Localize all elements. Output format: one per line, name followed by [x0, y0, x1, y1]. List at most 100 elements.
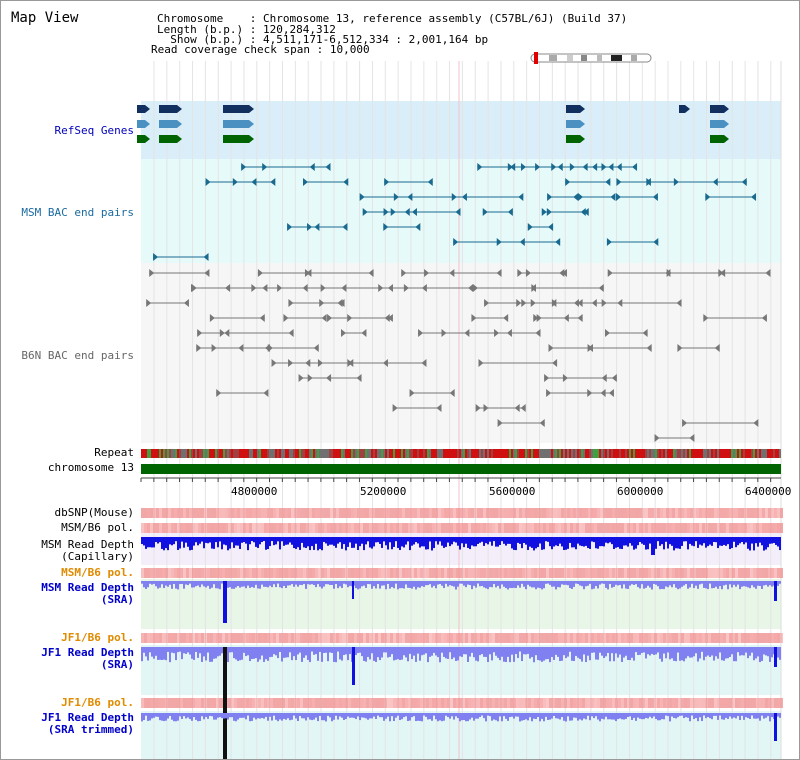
pol-segment	[564, 568, 567, 578]
pol-segment	[348, 633, 351, 643]
depth-bar	[609, 581, 611, 584]
pol-segment	[207, 633, 210, 643]
track-label-msm-b6-pol-2[interactable]: MSM/B6 pol.	[61, 566, 134, 579]
depth-bar	[667, 537, 669, 549]
pol-segment	[186, 698, 189, 708]
depth-bar	[203, 713, 205, 720]
track-label-dbsnp[interactable]: dbSNP(Mouse)	[54, 506, 134, 519]
pol-segment	[513, 633, 516, 643]
depth-bar	[717, 581, 719, 589]
depth-bar	[209, 713, 211, 716]
track-label-msm-b6-pol[interactable]: MSM/B6 pol.	[61, 521, 134, 534]
pol-segment	[720, 633, 723, 643]
ideogram-band	[597, 55, 602, 61]
pol-segment	[600, 568, 603, 578]
pol-segment	[498, 508, 501, 518]
repeat-segment	[485, 449, 487, 458]
repeat-segment	[577, 449, 579, 458]
track-label-jf1-b6-pol-2[interactable]: JF1/B6 pol.	[61, 696, 134, 709]
track-label-msm-bac[interactable]: MSM BAC end pairs	[21, 206, 134, 219]
pol-segment	[369, 508, 372, 518]
pol-segment	[180, 508, 183, 518]
depth-bar	[235, 713, 237, 722]
pol-segment	[444, 523, 447, 533]
pol-segment	[753, 633, 756, 643]
repeat-segment	[161, 449, 163, 458]
depth-bar	[469, 581, 471, 586]
repeat-segment	[761, 449, 763, 458]
pol-segment	[237, 508, 240, 518]
pol-segment	[168, 523, 171, 533]
depth-bar	[427, 581, 429, 586]
track-label-msm-depth-sra[interactable]: MSM Read Depth	[41, 581, 134, 594]
pol-segment	[423, 523, 426, 533]
bac-end-marker	[607, 269, 613, 277]
pol-segment	[354, 698, 357, 708]
pol-segment	[480, 633, 483, 643]
pol-segment	[369, 568, 372, 578]
depth-bar	[407, 647, 409, 662]
depth-bar	[233, 713, 235, 721]
depth-bar	[631, 537, 633, 546]
depth-bar	[423, 647, 425, 655]
track-label-jf1-b6-pol[interactable]: JF1/B6 pol.	[61, 631, 134, 644]
pol-segment	[639, 698, 642, 708]
pol-segment	[576, 523, 579, 533]
depth-bar	[777, 537, 779, 547]
depth-bar	[247, 647, 249, 656]
depth-bar	[347, 581, 349, 588]
pol-segment	[351, 508, 354, 518]
depth-bar	[221, 713, 223, 719]
pol-segment	[468, 508, 471, 518]
track-label-msm-depth-cap[interactable]: MSM Read Depth	[41, 538, 134, 551]
pol-segment	[468, 568, 471, 578]
depth-bar	[697, 647, 699, 662]
pol-segment	[441, 508, 444, 518]
repeat-segment	[249, 449, 251, 458]
track-label-b6n-bac[interactable]: B6N BAC end pairs	[21, 349, 134, 362]
depth-bar	[683, 713, 685, 719]
pol-segment	[213, 568, 216, 578]
depth-bar	[295, 537, 297, 549]
depth-bar	[645, 581, 647, 588]
depth-bar	[419, 713, 421, 721]
pol-segment	[249, 633, 252, 643]
depth-bar	[205, 537, 207, 543]
depth-bar	[243, 537, 245, 543]
depth-bar	[569, 537, 571, 543]
depth-bar	[349, 537, 351, 543]
depth-bar	[581, 713, 583, 721]
depth-bar	[371, 581, 373, 589]
pol-segment	[360, 568, 363, 578]
depth-bar	[319, 647, 321, 652]
pol-segment	[225, 633, 228, 643]
pol-segment	[477, 568, 480, 578]
pol-segment	[333, 568, 336, 578]
track-label-refseq[interactable]: RefSeq Genes	[54, 124, 134, 137]
depth-bar	[755, 647, 757, 659]
depth-bar	[689, 713, 691, 722]
depth-bar	[361, 713, 363, 718]
pol-segment	[624, 698, 627, 708]
depth-bar	[371, 647, 373, 654]
track-label-repeat[interactable]: Repeat	[94, 446, 134, 459]
pol-segment	[663, 568, 666, 578]
pol-segment	[633, 568, 636, 578]
bac-end-marker	[341, 329, 347, 337]
depth-bar	[409, 581, 411, 588]
track-label-jf1-depth-trim[interactable]: JF1 Read Depth	[41, 711, 134, 724]
pol-segment	[429, 508, 432, 518]
depth-bar	[743, 537, 745, 545]
depth-bar	[749, 537, 751, 551]
depth-bar	[377, 713, 379, 716]
pol-segment	[693, 508, 696, 518]
depth-bar	[445, 537, 447, 547]
depth-bar	[285, 581, 287, 589]
pol-segment	[264, 508, 267, 518]
depth-bar	[157, 713, 159, 717]
pol-segment	[462, 568, 465, 578]
bac-end-marker	[551, 163, 557, 171]
track-label-jf1-depth-sra[interactable]: JF1 Read Depth	[41, 646, 134, 659]
track-label-chromosome[interactable]: chromosome 13	[47, 461, 134, 474]
